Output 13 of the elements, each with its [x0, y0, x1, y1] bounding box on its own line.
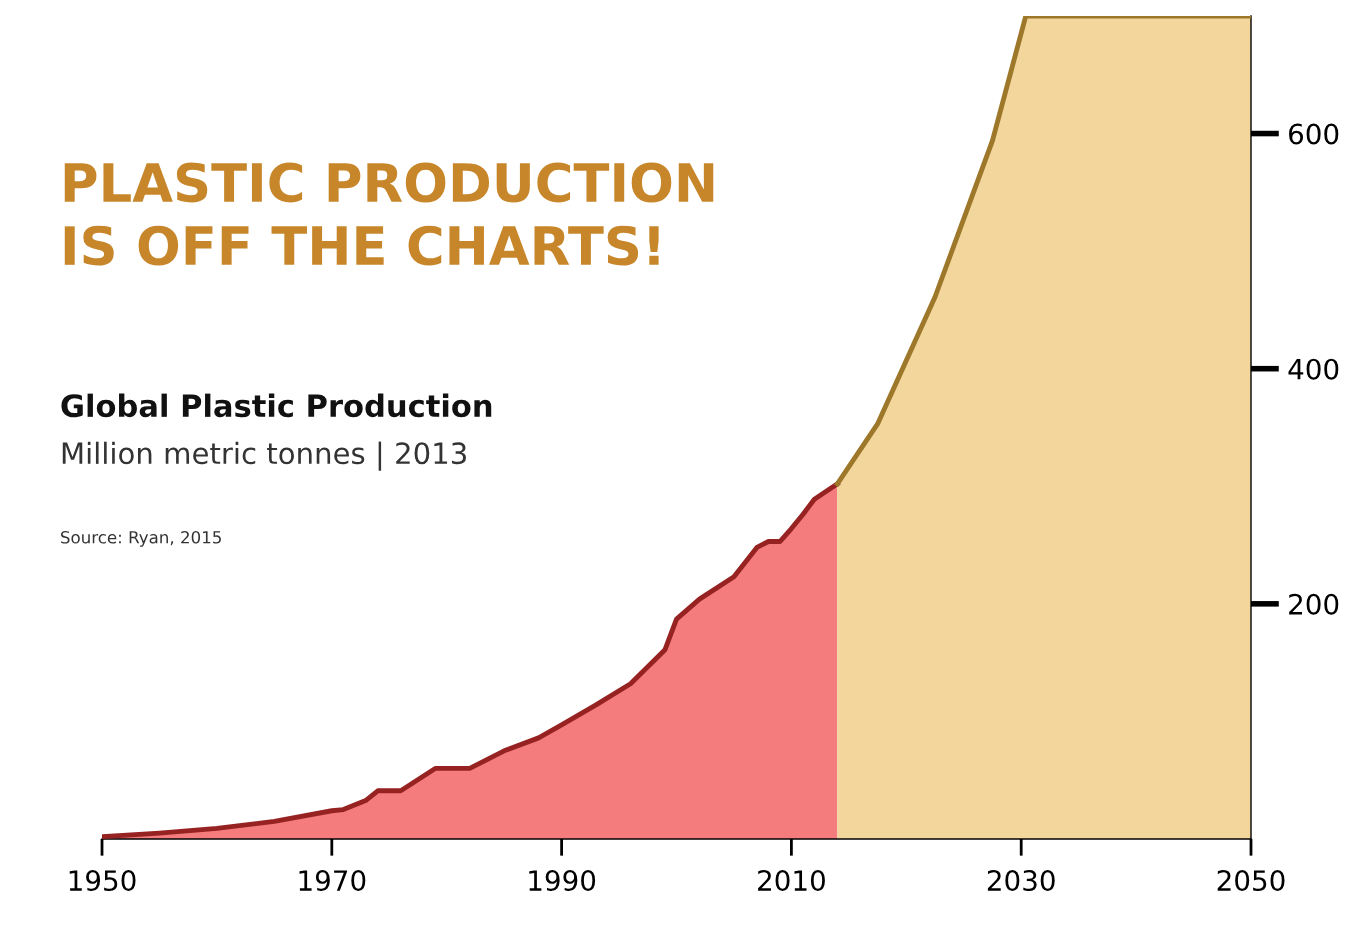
x-tick-label: 2050 [1217, 870, 1285, 892]
text: PLASTIC PRODUCTION IS OFF THE CHARTS! [64, 162, 714, 266]
annotation: Million metric tonnes | 2013 [62, 441, 466, 471]
x-tick-label: 1970 [299, 870, 366, 892]
x-tick-label: 1990 [529, 870, 596, 892]
x-tick-label: 2010 [758, 870, 825, 892]
y-tick-label: 400 [1288, 358, 1339, 380]
text: Global Plastic Production [61, 393, 492, 418]
y-tick-label: 600 [1289, 123, 1339, 145]
annotation: Source: Ryan, 2015 [61, 530, 221, 547]
x-tick-label: 1950 [69, 870, 136, 892]
x-tick-label: 2030 [987, 870, 1055, 892]
y-tick-label: 200 [1289, 593, 1339, 615]
